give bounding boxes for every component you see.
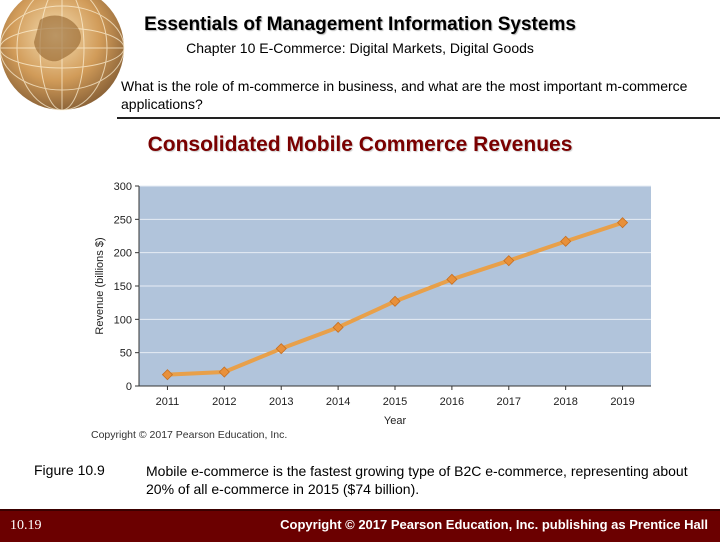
x-tick-label: 2016 [440,396,464,408]
globe-logo-icon [0,0,125,111]
chart-figure: 0 50 100 150 200 250 300 2011 2012 2013 2014 2015 20… [85,178,657,446]
y-tick-label: 0 [126,381,132,393]
data-point-2015 [389,295,401,307]
x-tick-label: 2019 [610,396,634,408]
chart-heading: Consolidated Mobile Commerce Revenues [147,133,573,156]
footer-bar: 10.19 Copyright © 2017 Pearson Education… [0,509,720,542]
y-tick-label: 100 [114,314,132,326]
data-point-2019 [616,217,629,229]
x-tick-label: 2015 [383,396,407,408]
data-point-2011 [161,369,174,381]
data-point-2013 [275,343,287,355]
data-point-2012 [218,366,230,378]
y-tick-label: 200 [114,248,132,260]
data-point-2014 [332,321,344,333]
y-tick-label: 250 [114,214,132,226]
data-point-2018 [560,235,572,247]
x-tick-label: 2012 [212,396,236,408]
x-tick-label: 2017 [497,396,521,408]
y-tick-label: 300 [114,181,132,193]
x-tick-label: 2014 [326,396,350,408]
revenue-line-chart: 0 50 100 150 200 250 300 2011 2012 2013 2014 2015 20… [85,178,657,446]
x-tick-label: 2013 [269,396,293,408]
header-divider [117,117,720,119]
figure-label: Figure 10.9 [34,462,105,478]
y-tick-label: 50 [120,348,132,360]
slide-number: 10.19 [10,518,42,533]
slide-title: Essentials of Management Information Sys… [144,14,576,35]
y-axis-label: Revenue (billions $) [94,237,106,334]
data-point-2016 [446,273,458,285]
data-point-2017 [503,255,515,267]
guiding-question: What is the role of m-commerce in busine… [121,78,688,112]
footer-copyright: Copyright © 2017 Pearson Education, Inc.… [280,517,708,532]
chart-copyright: Copyright © 2017 Pearson Education, Inc. [91,429,287,441]
y-tick-label: 150 [114,281,132,293]
chapter-subtitle: Chapter 10 E-Commerce: Digital Markets, … [186,40,534,56]
x-tick-label: 2011 [156,396,180,408]
figure-caption: Mobile e-commerce is the fastest growing… [146,463,688,497]
x-tick-label: 2018 [553,396,577,408]
x-axis-label: Year [384,415,407,427]
